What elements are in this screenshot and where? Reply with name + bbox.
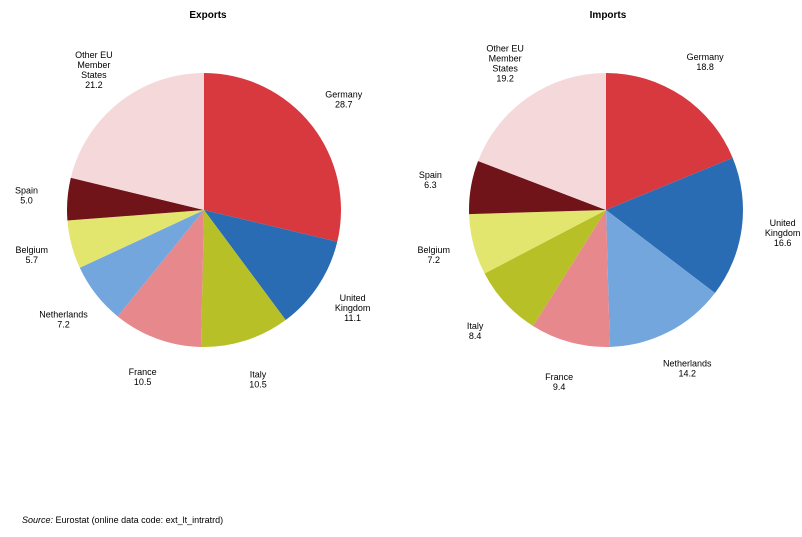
imports-slice-italy xyxy=(484,210,606,326)
source-label: Source: xyxy=(22,515,54,525)
imports-slice-france xyxy=(533,210,610,348)
imports-label-france: France 9.4 xyxy=(545,372,573,392)
exports-pie: Exports Germany 28.7 United Kingdom 11.1 Italy… xyxy=(15,10,370,390)
imports-label-other-eu-member-states: Other EU Member States 19.2 xyxy=(486,43,524,83)
exports-slice-spain xyxy=(67,177,204,221)
imports-slice-germany xyxy=(606,73,733,210)
imports-label-germany: Germany 18.8 xyxy=(687,52,725,72)
source-note: Source: Eurostat (online data code: ext_… xyxy=(22,515,223,525)
exports-slice-belgium xyxy=(67,210,204,268)
imports-slice-spain xyxy=(468,161,606,215)
exports-label-italy: Italy 10.5 xyxy=(249,370,267,390)
imports-label-italy: Italy 8.4 xyxy=(467,321,484,341)
imports-slice-belgium xyxy=(469,210,606,274)
imports-title: Imports xyxy=(590,10,627,21)
imports-label-belgium: Belgium 7.2 xyxy=(417,245,450,265)
exports-label-spain: Spain 5.0 xyxy=(15,186,38,206)
imports-slice-other-eu-member-states xyxy=(478,73,606,210)
exports-slice-france xyxy=(117,210,204,347)
exports-slice-other-eu-member-states xyxy=(70,73,204,210)
exports-label-france: France 10.5 xyxy=(129,367,157,387)
exports-slice-italy xyxy=(200,210,286,348)
exports-label-united-kingdom: United Kingdom 11.1 xyxy=(335,293,371,323)
imports-slice-netherlands xyxy=(606,210,715,347)
imports-label-spain: Spain 6.3 xyxy=(419,170,442,190)
exports-label-germany: Germany 28.7 xyxy=(325,90,363,110)
exports-title: Exports xyxy=(189,10,227,21)
imports-label-united-kingdom: United Kingdom 16.6 xyxy=(765,218,801,248)
exports-label-belgium: Belgium 5.7 xyxy=(15,245,48,265)
exports-slice-netherlands xyxy=(79,210,204,317)
exports-slice-germany xyxy=(204,72,342,242)
imports-slice-united-kingdom xyxy=(606,157,743,294)
exports-label-other-eu-member-states: Other EU Member States 21.2 xyxy=(75,50,113,90)
imports-pie: Imports Germany 18.8 United Kingdom 16.6 Nethe… xyxy=(417,10,800,392)
imports-label-netherlands: Netherlands 14.2 xyxy=(663,359,712,379)
source-text: Eurostat (online data code: ext_lt_intra… xyxy=(55,515,224,525)
exports-label-netherlands: Netherlands 7.2 xyxy=(39,310,88,330)
exports-slice-united-kingdom xyxy=(204,210,338,321)
